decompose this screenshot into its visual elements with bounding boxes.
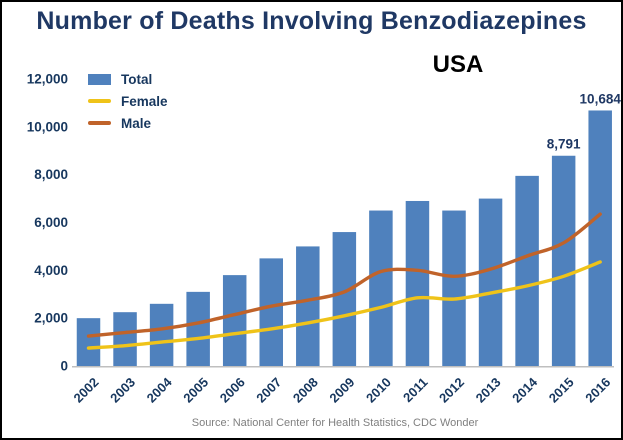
- total-bar: [369, 210, 393, 366]
- total-bar: [551, 155, 576, 366]
- female-series-swatch: [88, 99, 111, 103]
- x-tick-label: 2013: [473, 375, 504, 406]
- x-tick-label: 2011: [400, 375, 431, 406]
- x-tick-label: 2004: [144, 374, 176, 406]
- legend-label-total: Total: [121, 71, 153, 87]
- total-bar: [442, 210, 466, 366]
- female-line: [86, 260, 602, 350]
- total-bar: [515, 175, 539, 366]
- x-tick-label: 2010: [363, 375, 394, 406]
- bar-value-label: 10,684: [580, 91, 622, 106]
- y-tick-label: 6,000: [34, 215, 68, 230]
- chart-title: Number of Deaths Involving Benzodiazepin…: [36, 7, 587, 35]
- total-bar: [332, 232, 357, 366]
- x-tick-label: 2008: [290, 375, 321, 406]
- y-tick-label: 0: [60, 359, 68, 374]
- total-bar: [76, 318, 101, 366]
- total-bar: [588, 110, 612, 366]
- x-tick-label: 2009: [326, 375, 357, 406]
- legend-item-female: Female: [88, 90, 168, 112]
- total-series-swatch: [88, 73, 111, 85]
- total-bar: [222, 275, 247, 366]
- legend-label-female: Female: [121, 93, 168, 109]
- x-tick-label: 2003: [107, 375, 138, 406]
- legend-item-total: Total: [88, 68, 168, 90]
- source-note: Source: National Center for Health Stati…: [191, 417, 479, 429]
- region-label: USA: [432, 51, 484, 78]
- x-tick-label: 2016: [582, 375, 613, 406]
- legend: Total Female Male: [88, 68, 168, 134]
- x-tick-label: 2002: [71, 375, 102, 406]
- legend-label-male: Male: [121, 115, 152, 131]
- total-bar: [186, 291, 210, 366]
- total-bar: [259, 258, 283, 366]
- y-tick-label: 4,000: [34, 263, 68, 278]
- legend-item-male: Male: [88, 112, 168, 134]
- x-tick-label: 2014: [509, 374, 541, 406]
- total-bar: [296, 246, 320, 366]
- male-line: [86, 212, 602, 338]
- male-series-swatch: [88, 121, 111, 125]
- y-tick-label: 10,000: [27, 119, 68, 134]
- x-tick-label: 2015: [546, 375, 577, 406]
- x-tick-label: 2005: [180, 375, 211, 406]
- x-tick-label: 2007: [253, 375, 284, 406]
- total-bar: [113, 312, 137, 366]
- x-tick-label: 2012: [436, 375, 467, 406]
- total-bar: [149, 303, 174, 366]
- y-tick-label: 2,000: [34, 311, 68, 326]
- total-bar: [405, 200, 430, 366]
- total-bar: [478, 198, 503, 366]
- x-tick-label: 2006: [217, 375, 248, 406]
- y-tick-label: 8,000: [34, 167, 68, 182]
- y-tick-label: 12,000: [27, 72, 68, 87]
- bar-value-label: 8,791: [547, 137, 581, 152]
